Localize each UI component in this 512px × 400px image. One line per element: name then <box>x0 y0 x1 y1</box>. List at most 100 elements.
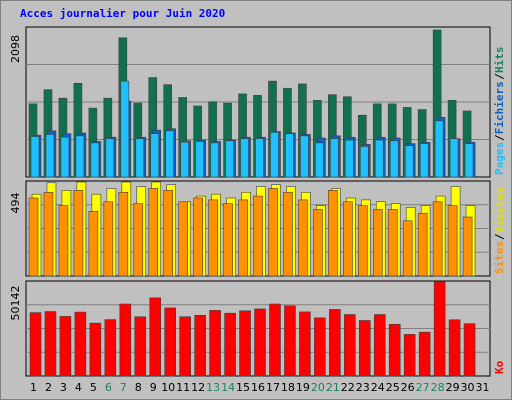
bar-sites-day-13 <box>208 199 218 277</box>
bar-ko-day-13 <box>209 310 221 377</box>
bar-sites-day-12 <box>193 197 203 277</box>
x-label-day-25: 25 <box>386 381 400 394</box>
bar-ko-day-5 <box>89 322 102 377</box>
bar-ko-day-30 <box>463 323 476 377</box>
x-label-day-16: 16 <box>251 381 265 394</box>
bar-sites-day-1 <box>28 197 39 277</box>
bar-sites-day-21 <box>328 190 338 277</box>
x-label-day-17: 17 <box>266 381 280 394</box>
bar-pages-day-13 <box>210 142 219 178</box>
bar-ko-day-20 <box>314 317 326 377</box>
panel-bottom-legend-0: Ko <box>493 360 506 374</box>
x-label-day-3: 3 <box>60 381 67 394</box>
bar-pages-day-14 <box>225 140 234 178</box>
x-label-day-13: 13 <box>206 381 220 394</box>
x-label-day-1: 1 <box>30 381 37 394</box>
bar-ko-day-1 <box>29 312 42 377</box>
bar-pages-day-7 <box>120 80 130 178</box>
bar-pages-day-25 <box>389 140 399 178</box>
x-label-day-8: 8 <box>135 381 142 394</box>
bar-ko-day-6 <box>104 319 117 377</box>
x-label-day-6: 6 <box>105 381 112 394</box>
bar-sites-day-6 <box>103 201 114 277</box>
bar-pages-day-28 <box>434 120 444 178</box>
bar-sites-day-23 <box>357 205 368 277</box>
x-label-day-12: 12 <box>191 381 205 394</box>
x-label-day-26: 26 <box>401 381 415 394</box>
x-label-day-21: 21 <box>326 381 340 394</box>
bar-ko-day-23 <box>358 320 371 377</box>
bar-ko-day-24 <box>373 314 386 377</box>
bar-pages-day-1 <box>30 136 40 178</box>
bar-ko-day-15 <box>239 310 251 377</box>
panel-bottom-ymax-label: 50142 <box>9 286 22 321</box>
bar-sites-day-30 <box>462 216 473 277</box>
bar-sites-day-22 <box>343 201 353 277</box>
bar-sites-day-16 <box>253 195 263 277</box>
x-label-day-2: 2 <box>45 381 52 394</box>
bar-ko-day-9 <box>149 297 162 377</box>
x-label-day-19: 19 <box>296 381 310 394</box>
bar-ko-day-3 <box>59 316 72 377</box>
bar-ko-day-25 <box>388 323 401 377</box>
bar-pages-day-23 <box>359 146 369 178</box>
bar-sites-day-24 <box>372 209 383 277</box>
bar-sites-day-10 <box>163 190 174 277</box>
x-label-day-11: 11 <box>176 381 190 394</box>
bar-ko-day-22 <box>344 314 356 377</box>
bar-pages-day-30 <box>464 143 474 178</box>
bar-pages-day-29 <box>449 138 459 178</box>
bar-pages-day-19 <box>300 135 309 178</box>
bar-pages-day-18 <box>285 133 294 178</box>
bar-ko-day-28 <box>433 281 446 377</box>
bar-sites-day-17 <box>268 188 278 277</box>
bar-sites-day-18 <box>283 191 293 277</box>
bar-pages-day-24 <box>374 139 384 178</box>
x-label-day-9: 9 <box>150 381 157 394</box>
x-label-day-10: 10 <box>161 381 175 394</box>
x-label-day-18: 18 <box>281 381 295 394</box>
bar-pages-day-16 <box>255 138 264 178</box>
bar-pages-day-26 <box>404 145 414 178</box>
bar-ko-day-7 <box>119 303 132 377</box>
bar-pages-day-8 <box>135 138 145 178</box>
bar-sites-day-4 <box>73 190 84 277</box>
x-label-day-7: 7 <box>120 381 127 394</box>
bar-sites-day-26 <box>402 220 413 277</box>
bar-ko-day-27 <box>418 331 431 377</box>
bar-sites-day-20 <box>313 209 323 277</box>
bar-pages-day-12 <box>195 141 204 178</box>
bar-ko-day-14 <box>224 312 236 377</box>
bar-pages-day-20 <box>315 142 324 178</box>
x-label-day-5: 5 <box>90 381 97 394</box>
bar-sites-day-8 <box>133 203 144 277</box>
x-label-day-24: 24 <box>371 381 385 394</box>
x-label-day-20: 20 <box>311 381 325 394</box>
x-label-day-4: 4 <box>75 381 82 394</box>
panel-middle-ymax-label: 494 <box>9 193 22 214</box>
panel-middle-legend-1: / <box>493 233 506 240</box>
panel-middle-legend-2: Visites <box>493 187 506 233</box>
panel-top-legend-4: Hits <box>493 47 506 74</box>
x-label-day-31: 31 <box>476 381 490 394</box>
bar-sites-day-14 <box>223 203 233 277</box>
bar-pages-day-5 <box>90 142 100 178</box>
bar-sites-day-27 <box>417 212 428 277</box>
bar-ko-day-26 <box>403 334 416 377</box>
bar-pages-day-2 <box>45 134 55 178</box>
x-label-day-22: 22 <box>341 381 355 394</box>
x-label-day-15: 15 <box>236 381 250 394</box>
bar-pages-day-17 <box>270 131 279 178</box>
bar-ko-day-4 <box>74 311 87 377</box>
bar-sites-day-11 <box>178 201 188 277</box>
bar-pages-day-6 <box>105 138 115 178</box>
bar-sites-day-25 <box>387 209 398 277</box>
bar-ko-day-8 <box>134 316 147 377</box>
bar-sites-day-3 <box>58 205 69 277</box>
panel-top-ymax-label: 2098 <box>9 35 22 63</box>
bar-sites-day-9 <box>148 188 159 277</box>
bar-sites-day-29 <box>447 205 458 277</box>
x-label-day-30: 30 <box>461 381 475 394</box>
bar-sites-day-5 <box>88 211 99 277</box>
bar-sites-day-28 <box>432 201 443 277</box>
